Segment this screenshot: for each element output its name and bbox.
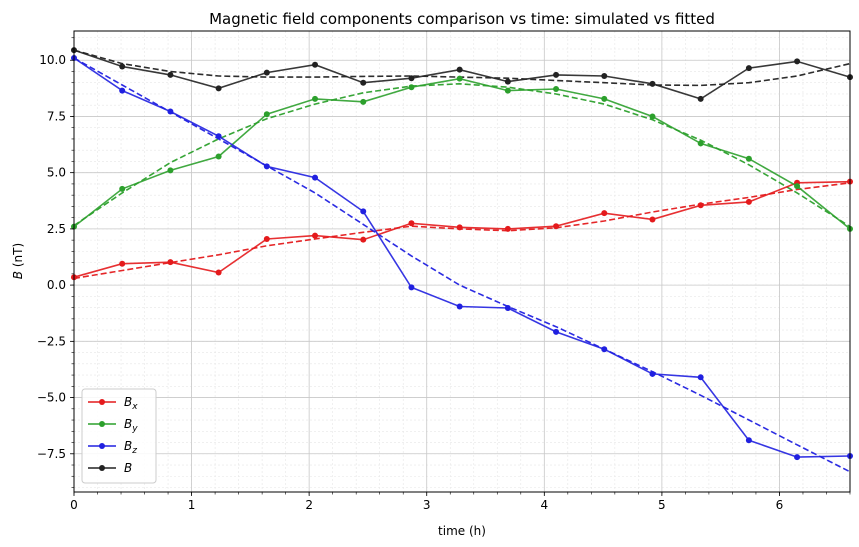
data-point-z [167,108,174,115]
x-tick-label: 4 [540,498,548,512]
data-point-total [745,65,752,72]
x-tick-label: 2 [305,498,313,512]
data-point-z [697,374,704,381]
data-point-y [312,95,319,102]
y-axis: −7.5 −5.0 −2.5 0.0 2.5 5.0 7.5 10.0 [37,37,74,488]
data-point-total [408,75,415,82]
data-point-total [360,79,367,86]
x-tick-label: 6 [776,498,784,512]
data-point-z [601,346,608,353]
fit-line-z [73,57,851,473]
data-point-y [119,185,126,192]
data-point-x [215,269,222,276]
y-tick-label: 2.5 [47,222,66,236]
data-point-x [167,259,174,266]
data-point-z [312,174,319,181]
data-point-y [456,75,463,82]
data-point-x [312,232,319,239]
data-point-total [697,95,704,102]
data-point-total [649,80,656,87]
data-point-total [601,72,608,79]
data-point-y [167,167,174,174]
data-point-x [408,220,415,227]
legend-box [81,388,157,484]
data-point-total [456,66,463,73]
data-point-y [794,183,801,190]
data-point-z [408,284,415,291]
data-point-x [504,225,511,232]
plot-background [74,31,850,492]
y-axis-label-symbol: B [11,271,25,279]
grid [73,31,851,492]
markers [71,47,853,461]
data-point-total [119,63,126,70]
data-point-x [119,260,126,267]
legend-marker-z [99,443,105,449]
data-point-z [649,370,656,377]
data-point-z [360,208,367,215]
legend-marker-y [99,421,105,427]
plot-frame [73,30,851,493]
data-point-x [697,202,704,209]
data-point-y [360,98,367,105]
data-point-z [553,328,560,335]
y-tick-label: −7.5 [37,447,66,461]
legend-label-x: Bx [124,395,138,412]
data-point-x [601,210,608,217]
data-point-x [745,198,752,205]
legend-label-y: By [124,417,138,434]
plot-area [71,30,853,493]
chart-title: Magnetic field components comparison vs … [209,10,715,28]
y-tick-label: −5.0 [37,391,66,405]
x-tick-label: 0 [70,498,78,512]
data-point-y [504,87,511,94]
y-tick-label: 5.0 [47,166,66,180]
data-point-z [263,163,270,170]
data-point-total [553,71,560,78]
data-point-z [504,305,511,312]
legend-marker-total [99,465,105,471]
data-point-y [697,140,704,147]
data-point-z [215,133,222,140]
data-point-total [794,58,801,65]
y-tick-label: 0.0 [47,278,66,292]
data-point-y [649,113,656,120]
data-point-y [408,84,415,91]
y-tick-label: 7.5 [47,109,66,123]
data-point-z [119,87,126,94]
x-tick-label: 5 [658,498,666,512]
x-axis: 0 1 2 3 4 5 6 [70,492,851,512]
x-axis-label: time (h) [438,524,486,538]
data-point-y [263,111,270,118]
data-point-x [360,236,367,243]
data-point-z [456,303,463,310]
data-point-z [794,454,801,461]
data-point-x [553,223,560,230]
y-axis-label: B (nT) [11,243,25,279]
data-point-total [263,69,270,76]
data-point-total [504,78,511,85]
x-tick-label: 1 [188,498,196,512]
y-axis-label-unit: (nT) [11,243,25,267]
data-point-x [456,224,463,231]
data-point-y [745,155,752,162]
data-point-y [601,95,608,102]
y-tick-label: 10.0 [39,53,66,67]
legend-marker-x [99,399,105,405]
legend-label-z: Bz [124,439,137,456]
data-point-y [553,86,560,93]
data-point-total [312,61,319,68]
legend-label-total: B [124,461,132,475]
y-tick-label: −2.5 [37,334,66,348]
data-point-total [167,71,174,78]
x-tick-label: 3 [423,498,431,512]
data-point-y [215,153,222,160]
data-point-z [745,437,752,444]
data-point-x [649,216,656,223]
legend: Bx By Bz B [81,388,157,484]
data-point-x [263,236,270,243]
data-point-total [215,85,222,92]
